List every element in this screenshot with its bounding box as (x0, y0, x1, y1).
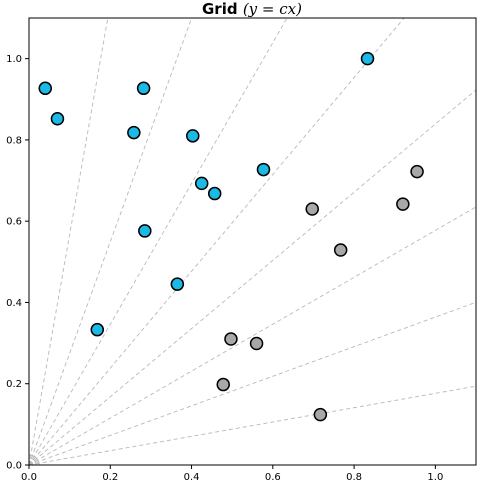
data-point (216, 377, 230, 392)
x-tick-label: 0.2 (102, 472, 118, 483)
grid-line-8 (28, 17, 109, 466)
x-tick-label: 1.0 (427, 472, 443, 483)
axes: 0.0 0.2 0.4 0.6 0.8 1.0 0.0 0.2 0.4 0.6 0.8 1.0 (6, 17, 477, 483)
data-point (136, 81, 151, 96)
x-tick-label: 0.0 (21, 472, 37, 483)
y-tick-label: 0.8 (6, 135, 22, 146)
grid-lines (28, 17, 477, 466)
data-point (207, 186, 222, 201)
data-points (38, 51, 424, 422)
data-point (138, 224, 152, 238)
data-point (249, 336, 264, 351)
chart-title-math: (y = cx) (243, 0, 302, 18)
data-point (410, 164, 424, 179)
data-point (194, 176, 209, 191)
data-point (305, 202, 319, 216)
plot-frame (28, 17, 477, 466)
origin-arc-3 (28, 454, 40, 466)
grid-line-6 (28, 17, 288, 466)
data-point (186, 129, 200, 143)
data-point (313, 407, 328, 422)
y-tick-label: 0.0 (6, 461, 22, 472)
y-tick-label: 0.6 (6, 217, 22, 228)
data-point (50, 112, 65, 126)
data-point (396, 197, 410, 211)
x-tick-label: 0.4 (184, 472, 200, 483)
y-tick-label: 1.0 (6, 54, 22, 65)
chart-title-main: Grid (202, 0, 238, 18)
grid-line-1 (28, 385, 477, 466)
data-point (38, 81, 53, 96)
chart-title: Grid (y = cx) (202, 0, 302, 18)
x-tick-label: 0.6 (265, 472, 281, 483)
data-point (360, 51, 375, 66)
grid-line-7 (28, 17, 193, 466)
y-tick-label: 0.2 (6, 379, 22, 390)
grid-line-2 (28, 301, 477, 466)
data-point (90, 322, 105, 337)
data-point (170, 277, 185, 291)
y-tick-label: 0.4 (6, 298, 22, 309)
grid-line-3 (28, 206, 477, 466)
data-point (256, 162, 271, 177)
x-tick-label: 0.8 (346, 472, 362, 483)
data-point (333, 243, 348, 257)
grid-line-5 (28, 17, 405, 466)
grid-line-4 (28, 89, 477, 466)
data-point (224, 332, 238, 346)
data-point (127, 125, 141, 140)
